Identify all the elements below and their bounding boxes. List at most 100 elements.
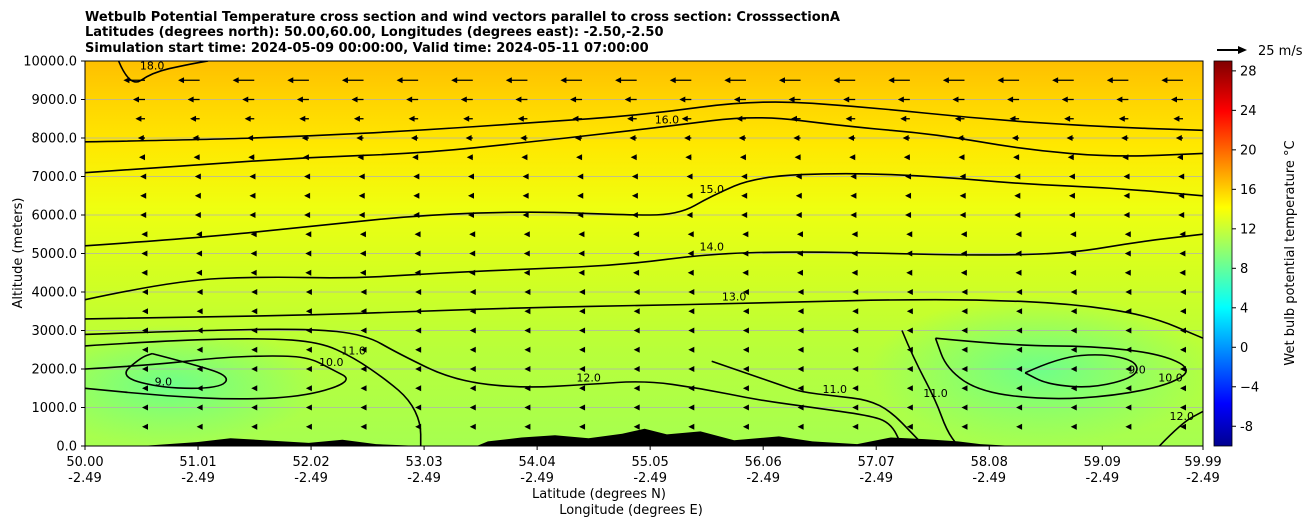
wind-vector-head: [133, 96, 139, 103]
wind-vector-head: [141, 250, 148, 257]
wind-vector-head: [251, 404, 258, 411]
wind-vector-head: [961, 289, 968, 295]
wind-vector-head: [633, 423, 640, 430]
wind-vector-head: [736, 115, 743, 122]
wind-vector-head: [897, 96, 904, 103]
y-axis-ticks: 0.0 1000.0 2000.0 3000.0 4000.0 5000.0 6000.0 7…: [23, 55, 85, 455]
x-axis-label-longitude: Longitude (degrees E): [559, 503, 703, 518]
wind-vector-head: [302, 154, 309, 161]
wind-vector-head: [1125, 366, 1132, 372]
y-tick-label: 5000.0: [32, 247, 78, 262]
colorbar-label: Wet bulb potential temperature °C: [1283, 140, 1298, 365]
wind-vector-head: [850, 192, 857, 199]
wind-vector-head: [1014, 212, 1021, 218]
colorbar-tick-label: 24: [1240, 104, 1257, 119]
wind-vector-head: [1180, 289, 1186, 295]
wind-vector-head: [305, 366, 312, 372]
contour-label: 18.0: [140, 60, 165, 73]
contour-line: [934, 337, 1187, 400]
wind-vector-head: [1070, 250, 1077, 257]
y-tick-label: 3000.0: [32, 324, 78, 339]
wind-vector-head: [738, 135, 745, 141]
wind-vector-head: [633, 308, 640, 315]
wind-vector-head: [942, 77, 949, 84]
wind-vector-head: [187, 96, 194, 103]
wind-vector-head: [467, 192, 474, 199]
wind-vector-head: [851, 250, 858, 257]
wind-vector-head: [795, 192, 802, 199]
wind-vector-head: [848, 135, 855, 141]
wind-vector-head: [633, 289, 640, 295]
contour-label: 11.0: [923, 387, 948, 400]
wind-vector-head: [742, 366, 749, 372]
wind-vector-head: [1125, 423, 1132, 430]
wind-vector-head: [415, 404, 422, 411]
wind-vector-head: [633, 250, 640, 257]
colorbar-tick-label: 28: [1240, 64, 1257, 79]
wind-vector-head: [251, 366, 258, 372]
wind-vector-head: [193, 154, 200, 161]
wind-vector-head: [576, 154, 583, 161]
wind-vector-head: [906, 289, 913, 295]
wind-vector-head: [1180, 366, 1186, 372]
wind-vector-head: [406, 96, 413, 103]
wind-vector-head: [624, 96, 631, 103]
wind-vector-head: [681, 115, 688, 122]
wind-vector-head: [852, 308, 859, 315]
wind-vector-head: [469, 250, 476, 257]
contour-label: 15.0: [699, 183, 724, 196]
wind-vector-head: [360, 385, 367, 392]
wind-vector-head: [961, 308, 968, 315]
colorbar-tick-label: -8: [1240, 420, 1253, 435]
wind-vector-head: [141, 269, 148, 276]
wind-vector-head: [467, 212, 474, 218]
y-tick-label: 1000.0: [32, 401, 78, 416]
wind-vector-head: [408, 115, 415, 122]
contour-label: 11.0: [341, 344, 366, 357]
wind-vector-head: [142, 423, 148, 430]
wind-vector-head: [850, 212, 857, 218]
wind-vector-head: [250, 231, 257, 238]
wind-vector-head: [1066, 135, 1073, 141]
wind-vector-head: [414, 231, 421, 238]
wind-vector-head: [140, 212, 147, 218]
wind-vector-head: [469, 231, 476, 238]
wind-vector-head: [396, 77, 403, 84]
wind-vector-head: [142, 404, 148, 411]
wind-vector-head: [688, 366, 695, 372]
wind-vector-head: [1052, 77, 1059, 84]
wind-vector-head: [570, 96, 577, 103]
wind-vector-head: [523, 269, 530, 276]
wind-vector-head: [1067, 154, 1074, 161]
wind-vector-head: [852, 404, 859, 411]
wind-vector-head: [415, 423, 422, 430]
wind-vector-head: [360, 366, 367, 372]
wind-vector-head: [469, 366, 476, 372]
wind-vector-head: [232, 77, 239, 84]
wind-vectors: [123, 77, 1186, 430]
contour-line: [117, 61, 209, 83]
contour-label: 16.0: [655, 113, 680, 126]
wind-vector-head: [196, 346, 203, 353]
wind-vector-head: [957, 135, 964, 141]
colorbar-tick-label: 20: [1240, 143, 1257, 158]
wind-vector-head: [250, 250, 257, 257]
wind-vector-head: [358, 173, 365, 180]
wind-vector-head: [1179, 250, 1186, 257]
wind-vector-head: [413, 212, 420, 218]
contour-line: [1024, 354, 1138, 388]
wind-vector-head: [579, 308, 586, 315]
wind-vector-head: [900, 115, 907, 122]
wind-vector-head: [850, 173, 857, 180]
wind-vector-head: [851, 269, 858, 276]
contour-lines: [85, 61, 1203, 446]
wind-vector-head: [629, 135, 636, 141]
wind-vector-head: [305, 346, 312, 353]
terrain-profile: [85, 428, 1203, 446]
wind-vector-head: [178, 77, 185, 84]
wind-vector-head: [797, 346, 804, 353]
wind-vector-head: [852, 385, 859, 392]
wind-vector-head: [1016, 308, 1023, 315]
wind-vector-head: [524, 404, 531, 411]
wind-vector-head: [305, 289, 312, 295]
